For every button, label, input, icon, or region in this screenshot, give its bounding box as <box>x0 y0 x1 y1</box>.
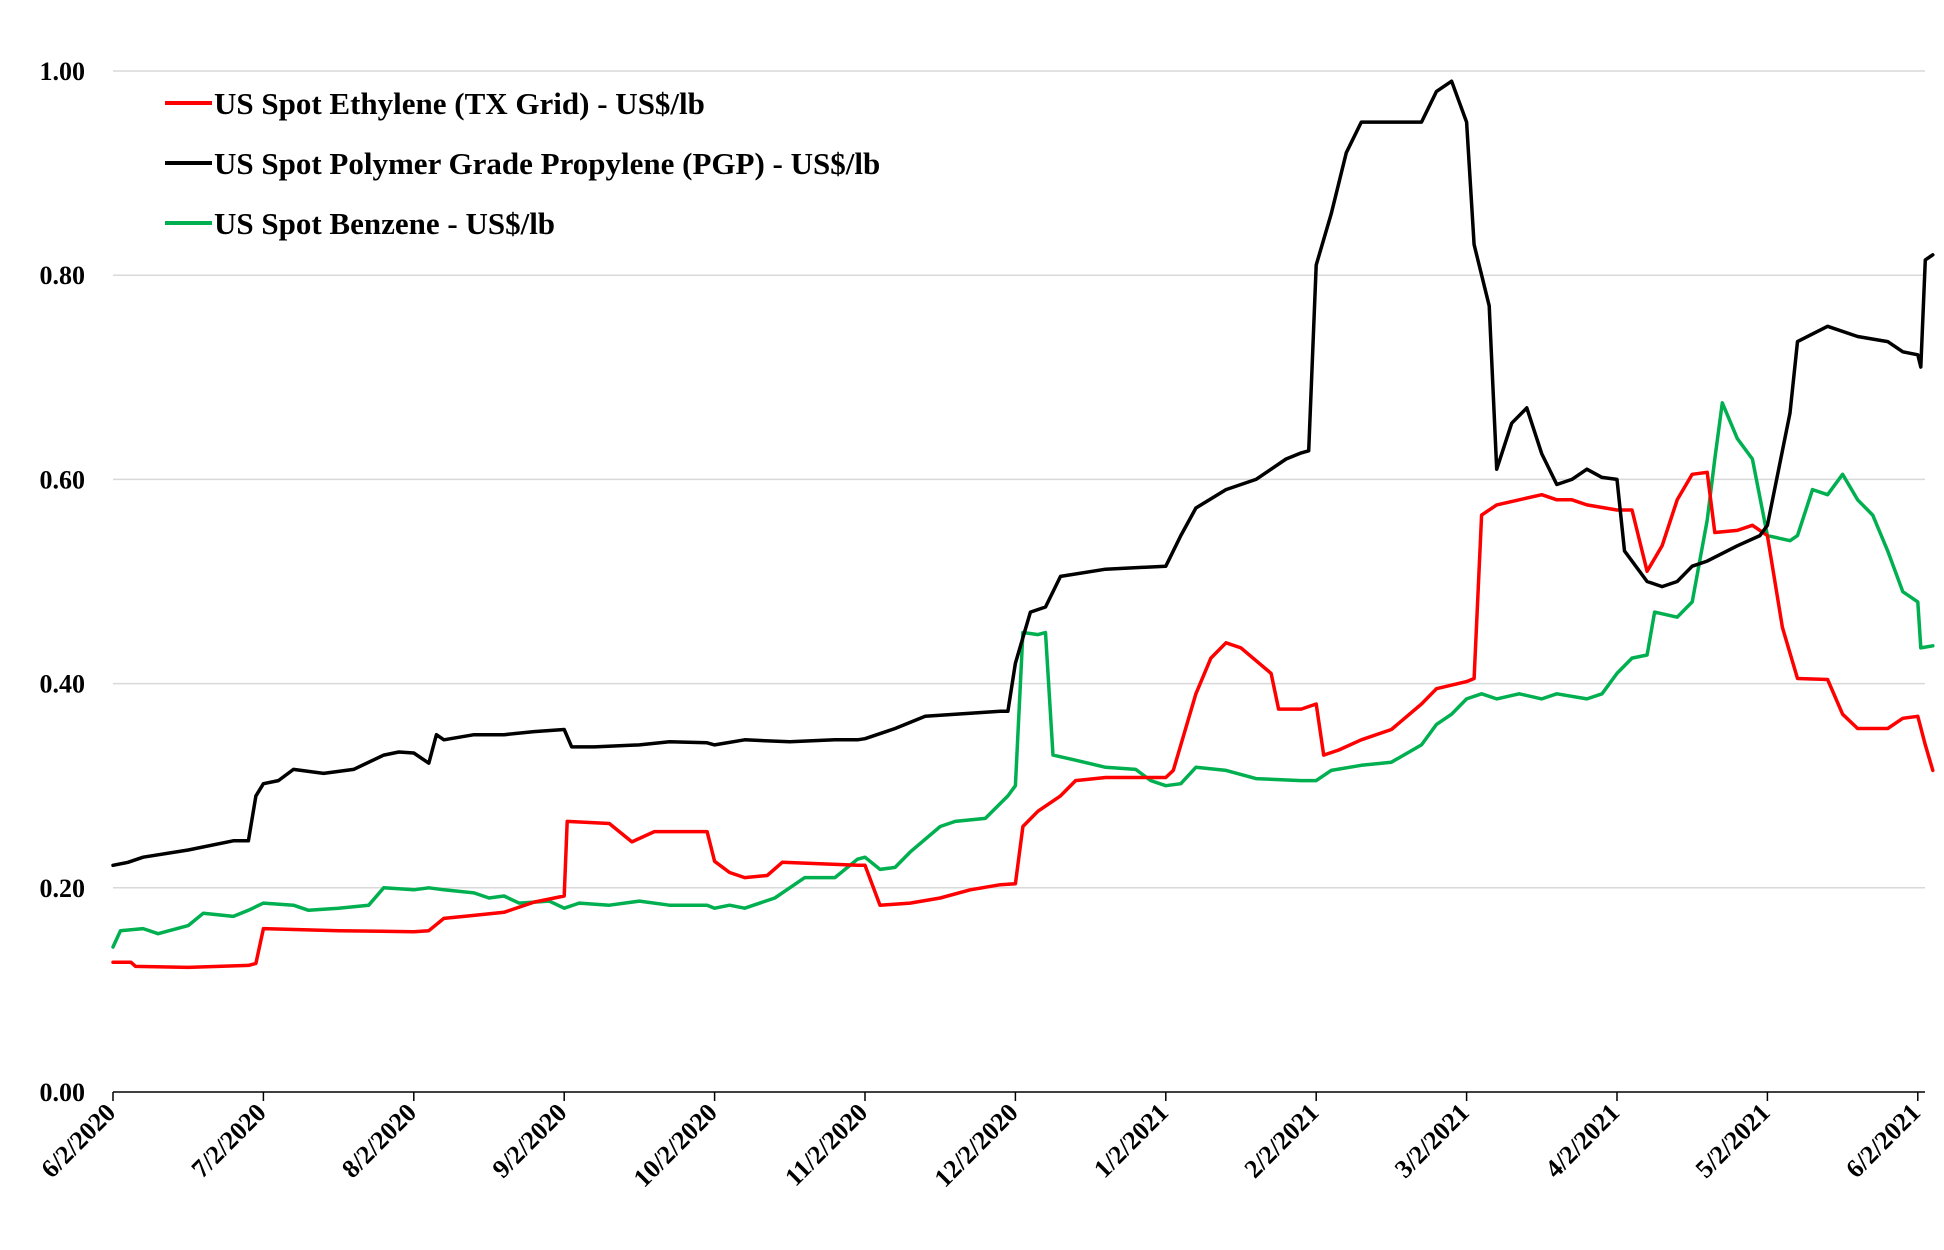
x-tick-label: 5/2/2021 <box>1690 1098 1776 1184</box>
y-axis-ticks: 0.00 0.20 0.40 0.60 0.80 1.00 <box>40 57 86 1107</box>
x-tick-label: 1/2/2021 <box>1088 1098 1174 1184</box>
x-tick-label: 6/2/2020 <box>35 1098 121 1184</box>
x-tick-label: 2/2/2021 <box>1239 1098 1325 1184</box>
y-tick-label: 0.20 <box>40 874 86 903</box>
legend-label: US Spot Benzene - US$/lb <box>214 206 555 241</box>
gridlines <box>113 70 1925 889</box>
x-tick-label: 9/2/2020 <box>487 1098 573 1184</box>
y-tick-label: 1.00 <box>40 57 86 86</box>
x-tick-label: 8/2/2020 <box>336 1098 422 1184</box>
x-tick-label: 12/2/2020 <box>929 1098 1024 1193</box>
y-tick-label: 0.40 <box>40 670 86 699</box>
legend: US Spot Ethylene (TX Grid) - US$/lb US Sp… <box>165 86 880 241</box>
series-line-0 <box>111 470 1935 970</box>
y-tick-label: 0.60 <box>40 465 86 494</box>
legend-label: US Spot Polymer Grade Propylene (PGP) - … <box>214 146 880 181</box>
x-tick-label: 7/2/2020 <box>186 1098 272 1184</box>
x-tick-label: 11/2/2020 <box>779 1098 873 1192</box>
y-tick-label: 0.80 <box>40 261 86 290</box>
y-tick-label: 0.00 <box>40 1078 86 1107</box>
series-line-2 <box>111 401 1935 949</box>
series-lines <box>111 79 1935 970</box>
x-tick-label: 3/2/2021 <box>1389 1098 1475 1184</box>
x-axis-ticks: 6/2/2020 7/2/2020 8/2/2020 9/2/2020 10/2/202… <box>35 1092 1926 1193</box>
x-tick-label: 4/2/2021 <box>1539 1098 1625 1184</box>
series-line-1 <box>111 79 1935 868</box>
x-tick-label: 10/2/2020 <box>628 1098 723 1193</box>
x-tick-label: 6/2/2021 <box>1840 1098 1926 1184</box>
legend-label: US Spot Ethylene (TX Grid) - US$/lb <box>214 86 705 121</box>
